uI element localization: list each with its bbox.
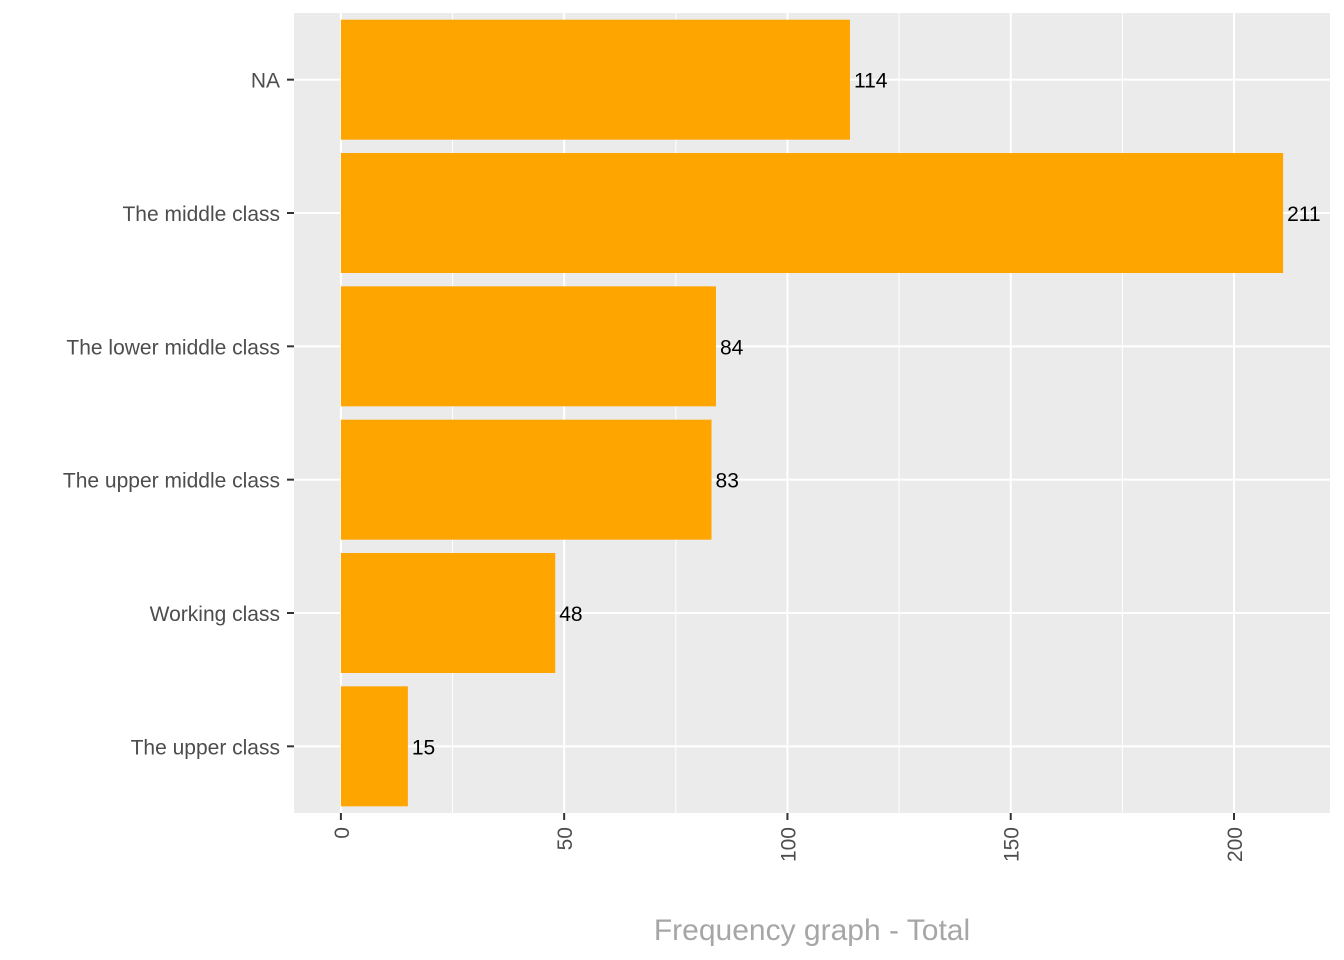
data-label: 84: [720, 336, 744, 359]
x-axis: 0 50 100 150 200: [331, 813, 1247, 862]
data-label: 83: [716, 470, 739, 493]
bar: [340, 686, 408, 807]
x-tick-label: 150: [1001, 827, 1024, 862]
data-label: 114: [854, 70, 888, 93]
plot-panel: [294, 13, 1330, 813]
y-tick-label: Working class: [150, 603, 280, 626]
bar: [340, 286, 716, 407]
x-axis-title: Frequency graph - Total: [654, 914, 970, 947]
bar: [340, 419, 712, 540]
data-label: 15: [412, 736, 435, 759]
y-tick-label: The middle class: [122, 203, 280, 226]
bar: [340, 153, 1284, 273]
y-tick-label: NA: [251, 70, 280, 93]
x-tick-label: 100: [777, 827, 800, 862]
y-tick-label: The lower middle class: [66, 336, 280, 359]
data-labels: 114 211 84 83 48 15: [412, 70, 1321, 760]
x-tick-label: 200: [1224, 827, 1247, 862]
data-label: 48: [559, 603, 582, 626]
y-tick-label: The upper class: [131, 736, 280, 759]
y-axis: NA The middle class The lower middle class…: [63, 70, 294, 759]
data-label: 211: [1287, 203, 1320, 226]
bar: [340, 19, 850, 140]
x-tick-label: 0: [331, 827, 354, 839]
bars: [340, 19, 1284, 807]
y-tick-label: The upper middle class: [63, 470, 280, 493]
x-tick-label: 50: [554, 827, 577, 850]
bar: [340, 553, 556, 673]
